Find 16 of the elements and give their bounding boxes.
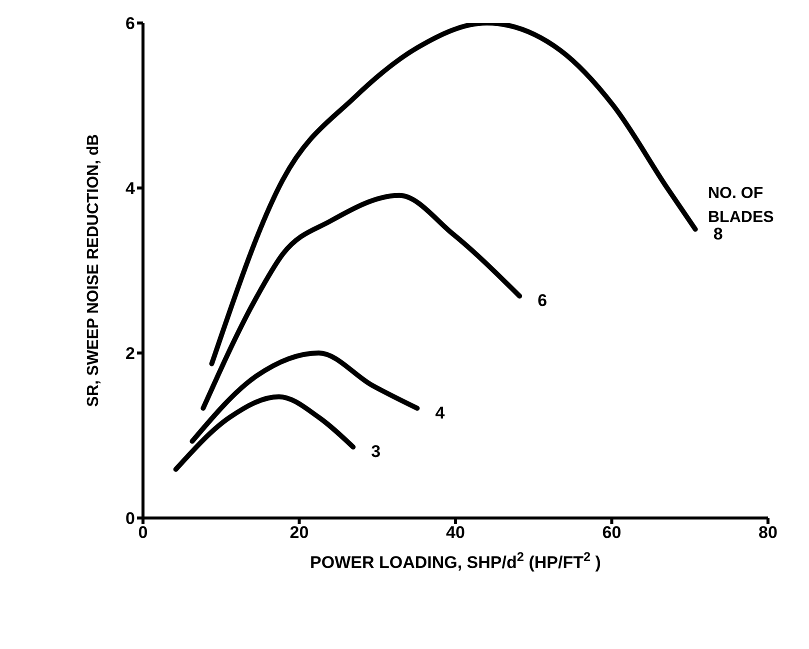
series-label: 8 (713, 224, 723, 244)
series-label: 4 (435, 403, 446, 422)
x-axis-title: POWER LOADING, SHP/d$^{2}$ (HP/FT$^{2}$) (310, 548, 601, 572)
y-axis-title: SR, SWEEP NOISE REDUCTION, dB (85, 134, 102, 407)
series-label: 3 (371, 442, 381, 462)
series-label: 6 (538, 291, 548, 310)
x-tick-label: 80 (758, 523, 778, 542)
y-tick-label: 6 (126, 14, 135, 34)
x-tick-label: 0 (138, 523, 148, 542)
annotation: NO. OF BLADES (708, 185, 774, 226)
y-tick-label: 2 (126, 344, 135, 364)
y-tick-label: 0 (126, 509, 135, 528)
y-tick-label: 4 (126, 179, 136, 198)
x-tick-label: 60 (602, 523, 622, 542)
x-tick-label: 20 (290, 523, 309, 542)
x-tick-label: 40 (446, 523, 465, 542)
